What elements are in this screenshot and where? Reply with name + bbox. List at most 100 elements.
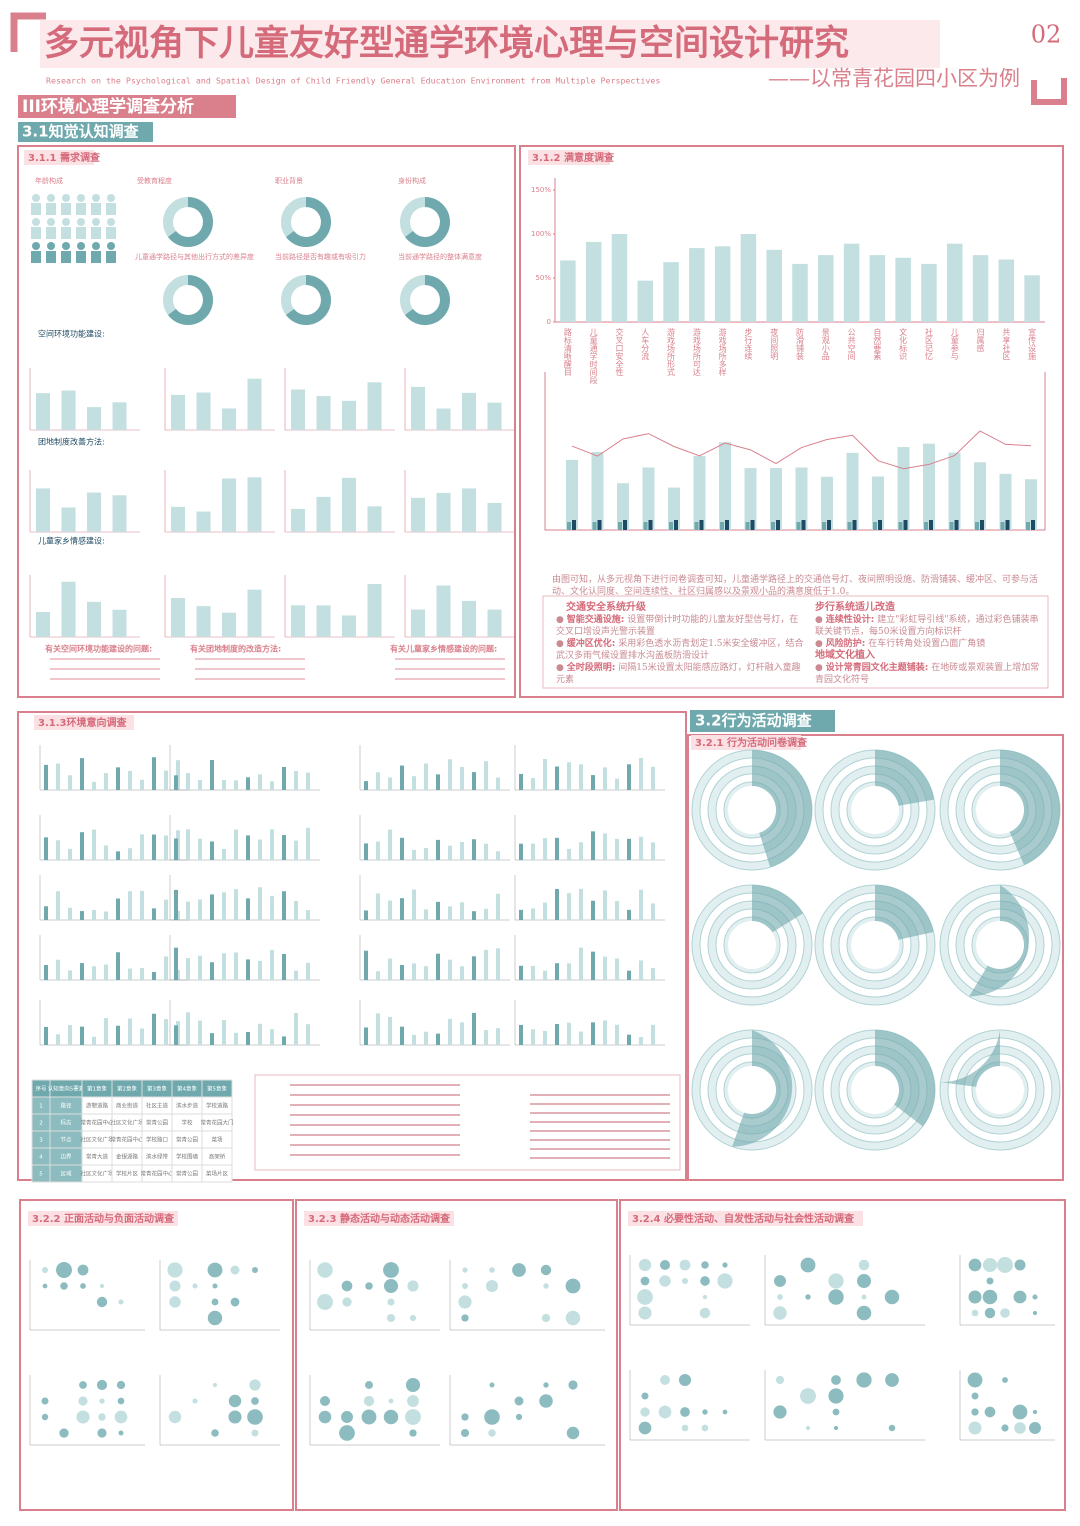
bar [639, 1036, 643, 1045]
x-tick-label: 儿童参与 [950, 328, 959, 361]
bar [560, 260, 576, 322]
axis [164, 470, 275, 533]
hole [728, 921, 776, 969]
hole [851, 786, 899, 834]
bar [388, 829, 392, 860]
bar [376, 893, 380, 920]
x-tick-label: 社区记忆 [924, 327, 933, 361]
bar [152, 757, 156, 790]
bar [1005, 520, 1010, 530]
bar [186, 901, 190, 920]
bar [246, 898, 250, 920]
axis [449, 1375, 605, 1446]
bar [591, 900, 595, 920]
bar [615, 838, 619, 860]
cell-text: 社区主道 [146, 1102, 169, 1110]
bar [128, 848, 132, 860]
bar [674, 520, 678, 530]
bar [80, 963, 84, 980]
text: 采用彩色透水沥青划定1.5米安全缓冲区，结合武汉多雨气候设置排水沟盖板防滑设计 [556, 639, 804, 661]
bubble [678, 1373, 692, 1387]
bar [472, 956, 476, 980]
y-tick-label: 0 [547, 318, 551, 326]
bar [196, 511, 211, 532]
bubble [1000, 1308, 1010, 1318]
bubble [341, 1280, 353, 1292]
cell-text: 常青花园中心 [80, 1119, 114, 1127]
bar [651, 766, 655, 790]
cell-text: 2 [39, 1121, 43, 1127]
bar [424, 763, 428, 790]
measure: ● 全时段照明: 间隔15米设置太阳能感应路灯，灯杆融入童趣元素 [556, 663, 801, 685]
x-tick-label: 游戏场所可达 [692, 327, 701, 377]
bubble [638, 1306, 652, 1320]
bubble [833, 1425, 839, 1431]
bar [852, 520, 857, 530]
bar [555, 1023, 559, 1045]
bar [436, 585, 451, 637]
note-line [395, 658, 505, 660]
bar [923, 443, 935, 530]
bar [92, 966, 96, 980]
cell-text: 学校围墙 [176, 1153, 199, 1161]
bubble [98, 1413, 106, 1421]
bubble [41, 1397, 49, 1405]
bar [618, 522, 622, 530]
icon [106, 227, 116, 239]
panel-title: 3.1.2 满意度调查 [532, 151, 615, 164]
bar [246, 777, 250, 790]
subtitle-en: Research on the Psychological and Spatia… [46, 76, 660, 86]
pie-label: 儿童通学路径与其他出行方式的差异度 [135, 252, 254, 261]
y-tick-label: 150% [531, 186, 551, 194]
cell-text: 游憩道路 [86, 1102, 109, 1110]
bubble [251, 1429, 259, 1437]
note-line [290, 1154, 460, 1156]
bar [306, 910, 310, 920]
bubble [192, 1283, 198, 1289]
bubble [774, 1275, 786, 1287]
axis [629, 1255, 750, 1326]
bar [80, 911, 84, 920]
bar [999, 473, 1012, 530]
icon [106, 251, 116, 263]
bubble [80, 1283, 86, 1289]
bubble [984, 1406, 996, 1418]
bubble [681, 1424, 689, 1432]
bar [400, 837, 404, 860]
axis [284, 575, 395, 638]
hole [851, 1066, 899, 1114]
bar [921, 263, 937, 322]
bar [234, 829, 238, 860]
bar [412, 776, 416, 790]
bubble [1032, 1409, 1038, 1415]
label-bg [528, 150, 610, 165]
bubble [658, 1405, 672, 1419]
bar [448, 959, 452, 980]
bar [222, 848, 226, 860]
bar [104, 911, 108, 920]
bar [460, 1022, 464, 1045]
bubble [640, 1407, 650, 1417]
bar [112, 495, 127, 532]
x-tick-label: 归属感 [976, 327, 985, 352]
icon [91, 251, 101, 263]
note-line [530, 1094, 670, 1096]
bar [448, 906, 452, 920]
label-bg [691, 735, 801, 750]
cell-text: 商业街道 [116, 1102, 139, 1110]
bar [792, 263, 808, 322]
bar [543, 838, 547, 860]
bar [36, 393, 51, 430]
bubble [701, 1424, 709, 1432]
measure: ● 连续性设计: 建立"彩虹导引线"系统，通过彩色铺装串联关键节点，每50米设置… [815, 615, 1039, 637]
bubble [565, 1278, 581, 1294]
bubble [484, 1409, 500, 1425]
cell-text: 常青花园中心 [110, 1136, 144, 1144]
bar [316, 396, 331, 430]
hole [728, 786, 776, 834]
bar [164, 1019, 168, 1045]
bubble [78, 1396, 88, 1406]
bar [44, 965, 48, 980]
bar [364, 843, 368, 860]
panel [519, 145, 1064, 698]
